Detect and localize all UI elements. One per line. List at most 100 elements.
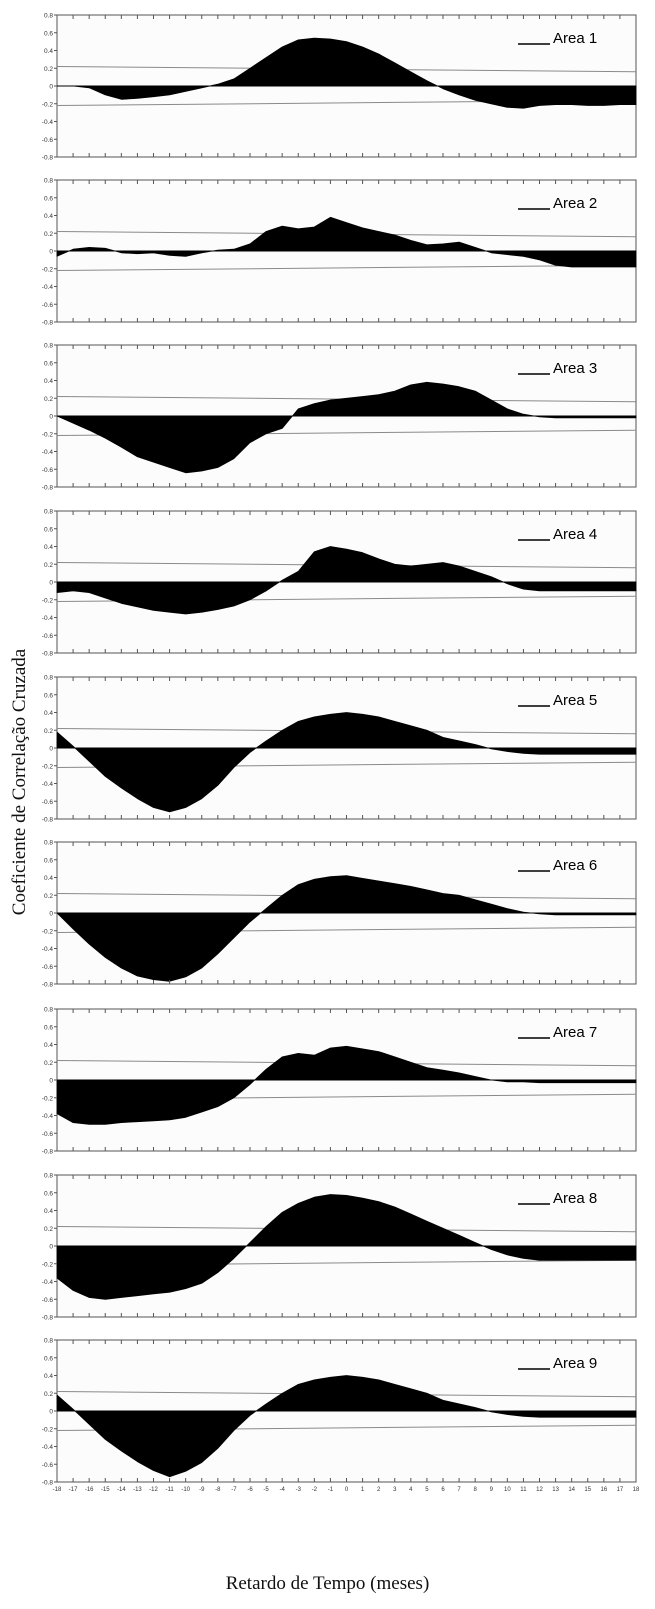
x-tick-label: -6 — [247, 1487, 253, 1493]
x-tick-label: -17 — [69, 1487, 78, 1493]
y-tick-label: -0.8 — [42, 485, 54, 492]
x-tick-label: 16 — [600, 1487, 607, 1493]
y-tick-label: -0.2 — [42, 763, 54, 770]
y-tick-label: -0.2 — [42, 1095, 54, 1102]
x-tick-label: -11 — [165, 1487, 174, 1493]
y-tick-label: -0.6 — [42, 467, 54, 474]
x-tick-label: -2 — [312, 1487, 318, 1493]
y-tick-label: 0.2 — [44, 396, 53, 403]
y-tick-label: -0.8 — [42, 982, 54, 989]
correlation-area — [56, 1045, 637, 1125]
y-tick-label: 0.8 — [44, 840, 53, 847]
x-tick-label: -9 — [199, 1487, 205, 1493]
correlation-area — [56, 712, 637, 813]
x-tick-label: -10 — [181, 1487, 190, 1493]
x-tick-label: -13 — [133, 1487, 142, 1493]
x-tick-label: -18 — [53, 1487, 62, 1493]
y-tick-label: 0.6 — [44, 195, 53, 202]
y-tick-label: -0.2 — [42, 1426, 54, 1433]
x-tick-label: -8 — [215, 1487, 221, 1493]
y-tick-label: 0.6 — [44, 692, 53, 699]
y-tick-label: -0.6 — [42, 1131, 54, 1138]
x-tick-label: 11 — [520, 1487, 527, 1493]
x-tick-label: 8 — [473, 1487, 477, 1493]
y-tick-label: 0.2 — [44, 1226, 53, 1233]
y-tick-label: -0.8 — [42, 155, 54, 162]
y-tick-label: 0 — [49, 1244, 53, 1251]
y-tick-label: 0.6 — [44, 1024, 53, 1031]
y-tick-label: 0.2 — [44, 893, 53, 900]
legend-label: Area 7 — [553, 1024, 597, 1041]
y-tick-label: 0.4 — [44, 1042, 53, 1049]
y-tick-label: 0.6 — [44, 857, 53, 864]
y-tick-label: -0.2 — [42, 266, 54, 273]
x-tick-label: -4 — [279, 1487, 285, 1493]
x-tick-label: -5 — [263, 1487, 269, 1493]
legend-label: Area 8 — [553, 1190, 597, 1207]
correlation-area — [56, 381, 637, 474]
x-tick-label: 13 — [552, 1487, 559, 1493]
x-tick-label: 10 — [504, 1487, 511, 1493]
y-tick-label: -0.8 — [42, 1480, 54, 1487]
y-tick-label: 0.8 — [44, 1173, 53, 1180]
x-axis-label: Retardo de Tempo (meses) — [225, 1573, 430, 1594]
y-tick-label: -0.4 — [42, 615, 54, 622]
y-tick-label: 0.2 — [44, 231, 53, 238]
x-tick-label: 7 — [457, 1487, 461, 1493]
y-tick-label: -0.4 — [42, 781, 54, 788]
y-tick-label: 0 — [49, 1078, 53, 1085]
correlation-area — [56, 37, 637, 109]
y-tick-label: -0.8 — [42, 817, 54, 824]
legend-label: Area 4 — [553, 526, 597, 543]
y-tick-label: -0.6 — [42, 1297, 54, 1304]
correlation-area — [56, 875, 637, 982]
y-tick-label: 0.2 — [44, 1060, 53, 1067]
x-tick-label: -16 — [85, 1487, 94, 1493]
x-tick-label: 15 — [584, 1487, 591, 1493]
panel-6: 0.8 0.6 0.4 0.2 0 -0.2 -0.4 -0.6 -0.8 Area 6 — [42, 840, 637, 989]
x-tick-label: 9 — [490, 1487, 494, 1493]
panel-8: 0.8 0.6 0.4 0.2 0 -0.2 -0.4 -0.6 -0.8 Area 8 — [42, 1173, 637, 1322]
y-tick-label: 0.8 — [44, 178, 53, 185]
legend-label: Area 9 — [553, 1355, 597, 1372]
y-tick-label: -0.2 — [42, 1261, 54, 1268]
y-tick-label: -0.4 — [42, 1113, 54, 1120]
y-tick-label: -0.8 — [42, 320, 54, 327]
y-tick-label: -0.2 — [42, 431, 54, 438]
y-tick-label: -0.8 — [42, 1315, 54, 1322]
y-tick-label: -0.4 — [42, 1279, 54, 1286]
y-tick-label: 0.4 — [44, 710, 53, 717]
y-tick-label: -0.4 — [42, 119, 54, 126]
y-tick-label: 0.8 — [44, 1338, 53, 1345]
y-tick-label: -0.6 — [42, 1462, 54, 1469]
y-tick-label: 0.8 — [44, 675, 53, 682]
legend-label: Area 1 — [553, 30, 597, 47]
x-tick-label: -3 — [296, 1487, 302, 1493]
y-tick-label: -0.6 — [42, 137, 54, 144]
x-tick-label: -1 — [328, 1487, 334, 1493]
y-tick-label: 0.2 — [44, 728, 53, 735]
y-tick-label: 0.8 — [44, 509, 53, 516]
panel-1: 0.8 0.6 0.4 0.2 0 -0.2 -0.4 -0.6 -0.8 Area 1 — [42, 13, 637, 162]
correlation-area — [56, 216, 637, 268]
panel-9: 0.80.60.40.20-0.2-0.4-0.6-0.8-18 -17 -16 -1… — [42, 1338, 640, 1494]
y-tick-label: 0.2 — [44, 1391, 53, 1398]
x-tick-label: 1 — [361, 1487, 365, 1493]
y-tick-label: 0.4 — [44, 544, 53, 551]
y-tick-label: 0 — [49, 580, 53, 587]
legend-label: Area 6 — [553, 857, 597, 874]
x-tick-label: -12 — [149, 1487, 158, 1493]
y-tick-label: 0 — [49, 746, 53, 753]
y-tick-label: 0.4 — [44, 213, 53, 220]
y-tick-label: 0.4 — [44, 1208, 53, 1215]
y-tick-label: -0.2 — [42, 597, 54, 604]
panel-5: 0.8 0.6 0.4 0.2 0 -0.2 -0.4 -0.6 -0.8 Area 5 — [42, 675, 637, 824]
y-tick-label: 0 — [49, 1409, 53, 1416]
panel-7: 0.8 0.6 0.4 0.2 0 -0.2 -0.4 -0.6 -0.8 Area 7 — [42, 1007, 637, 1156]
y-tick-label: -0.4 — [42, 946, 54, 953]
panel-2: 0.8 0.6 0.4 0.2 0 -0.2 -0.4 -0.6 -0.8 Area 2 — [42, 178, 637, 327]
x-tick-label: 5 — [425, 1487, 429, 1493]
y-tick-label: -0.6 — [42, 633, 54, 640]
x-tick-label: 2 — [377, 1487, 381, 1493]
